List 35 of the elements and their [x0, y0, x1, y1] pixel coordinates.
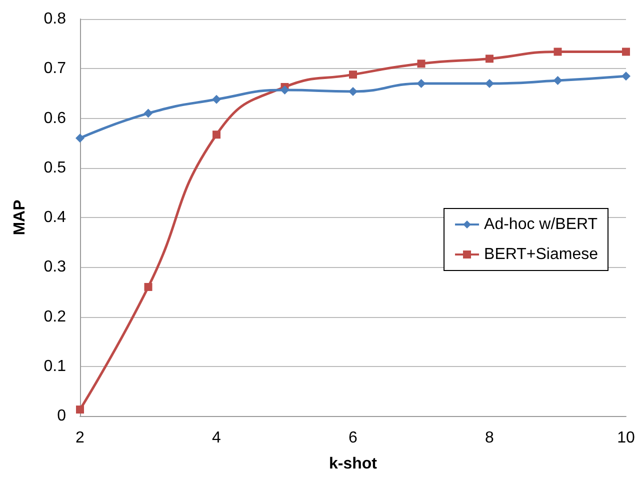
y-axis-title: MAP — [12, 199, 28, 236]
legend-label: BERT+Siamese — [484, 246, 598, 263]
x-tick-label: 10 — [617, 430, 635, 446]
point — [212, 94, 221, 104]
point — [76, 134, 84, 143]
point — [417, 60, 426, 68]
y-tick-label: 0.8 — [44, 10, 66, 28]
y-tick-label: 0.6 — [44, 110, 66, 127]
y-tick-label: 0.5 — [44, 159, 66, 176]
y-tick-label: 0.3 — [44, 258, 66, 276]
point — [348, 86, 358, 96]
point — [76, 406, 84, 414]
y-tick-label: 0.2 — [44, 308, 66, 326]
legend-label: Ad-hoc w/BERT — [484, 216, 598, 233]
point — [349, 70, 357, 79]
x-tick-label: 4 — [212, 430, 222, 446]
y-tick-label: 0 — [57, 408, 66, 424]
y-tick-label: 0.4 — [44, 209, 66, 226]
y-tick-label: 0.1 — [44, 358, 66, 375]
point — [416, 79, 426, 88]
x-tick-label: 2 — [76, 430, 85, 446]
point — [144, 108, 153, 118]
point — [280, 85, 290, 94]
point — [554, 48, 562, 56]
point — [485, 79, 494, 88]
point — [553, 76, 562, 86]
x-tick-label: 8 — [485, 430, 494, 446]
x-axis-title: k-shot — [329, 456, 378, 472]
y-tick-label: 0.7 — [44, 60, 66, 78]
point — [486, 54, 494, 63]
point — [622, 48, 630, 56]
point — [144, 282, 152, 291]
x-tick-label: 6 — [348, 430, 358, 446]
point — [622, 72, 630, 81]
point — [212, 130, 220, 139]
